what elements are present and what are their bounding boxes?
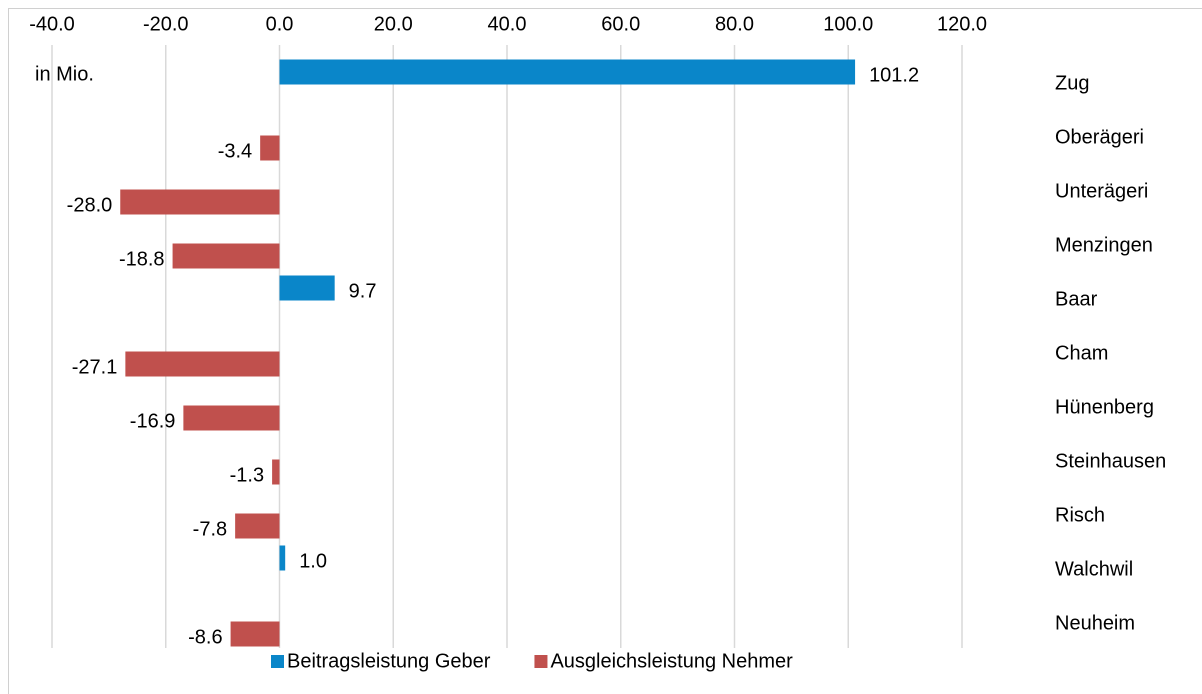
data-label: -18.8	[119, 248, 165, 270]
bar	[230, 621, 280, 647]
bar	[279, 59, 856, 85]
bar	[235, 513, 280, 539]
x-tick-label: -20.0	[143, 13, 189, 35]
category-label: Neuheim	[1055, 612, 1135, 634]
bar	[120, 189, 280, 215]
data-label: -8.6	[188, 626, 222, 648]
data-label: -3.4	[218, 140, 252, 162]
legend-label: Beitragsleistung Geber	[287, 650, 491, 672]
bar	[125, 351, 280, 377]
category-label: Hünenberg	[1055, 396, 1154, 418]
data-label: 1.0	[299, 550, 327, 572]
legend-swatch	[271, 655, 284, 668]
data-label: 101.2	[869, 64, 919, 86]
x-tick-label: 60.0	[601, 13, 640, 35]
legend-swatch	[534, 655, 548, 668]
x-tick-label: 0.0	[266, 13, 294, 35]
data-label: -27.1	[72, 356, 118, 378]
category-label: Cham	[1055, 342, 1108, 364]
data-label: -16.9	[130, 410, 176, 432]
category-label: Oberägeri	[1055, 126, 1144, 148]
category-label: Steinhausen	[1055, 450, 1166, 472]
bar	[172, 243, 280, 269]
x-tick-label: -40.0	[29, 13, 75, 35]
x-tick-label: 120.0	[937, 13, 987, 35]
x-tick-label: 40.0	[488, 13, 527, 35]
category-label: Baar	[1055, 288, 1098, 310]
data-label: -7.8	[193, 518, 227, 540]
x-tick-label: 20.0	[374, 13, 413, 35]
bar	[279, 275, 335, 301]
category-label: Unterägeri	[1055, 180, 1148, 202]
bar	[183, 405, 280, 431]
bar	[260, 135, 280, 161]
data-label: 9.7	[349, 280, 377, 302]
unit-annotation: in Mio.	[35, 63, 94, 85]
legend-label: Ausgleichsleistung Nehmer	[550, 650, 793, 672]
category-label: Walchwil	[1055, 558, 1133, 580]
chart-frame	[8, 8, 1202, 694]
x-tick-label: 100.0	[823, 13, 873, 35]
data-label: -28.0	[67, 194, 113, 216]
bar	[272, 459, 280, 485]
category-label: Menzingen	[1055, 234, 1153, 256]
category-label: Risch	[1055, 504, 1105, 526]
category-label: Zug	[1055, 72, 1089, 94]
data-label: -1.3	[230, 464, 264, 486]
bar	[279, 545, 286, 571]
x-tick-label: 80.0	[715, 13, 754, 35]
